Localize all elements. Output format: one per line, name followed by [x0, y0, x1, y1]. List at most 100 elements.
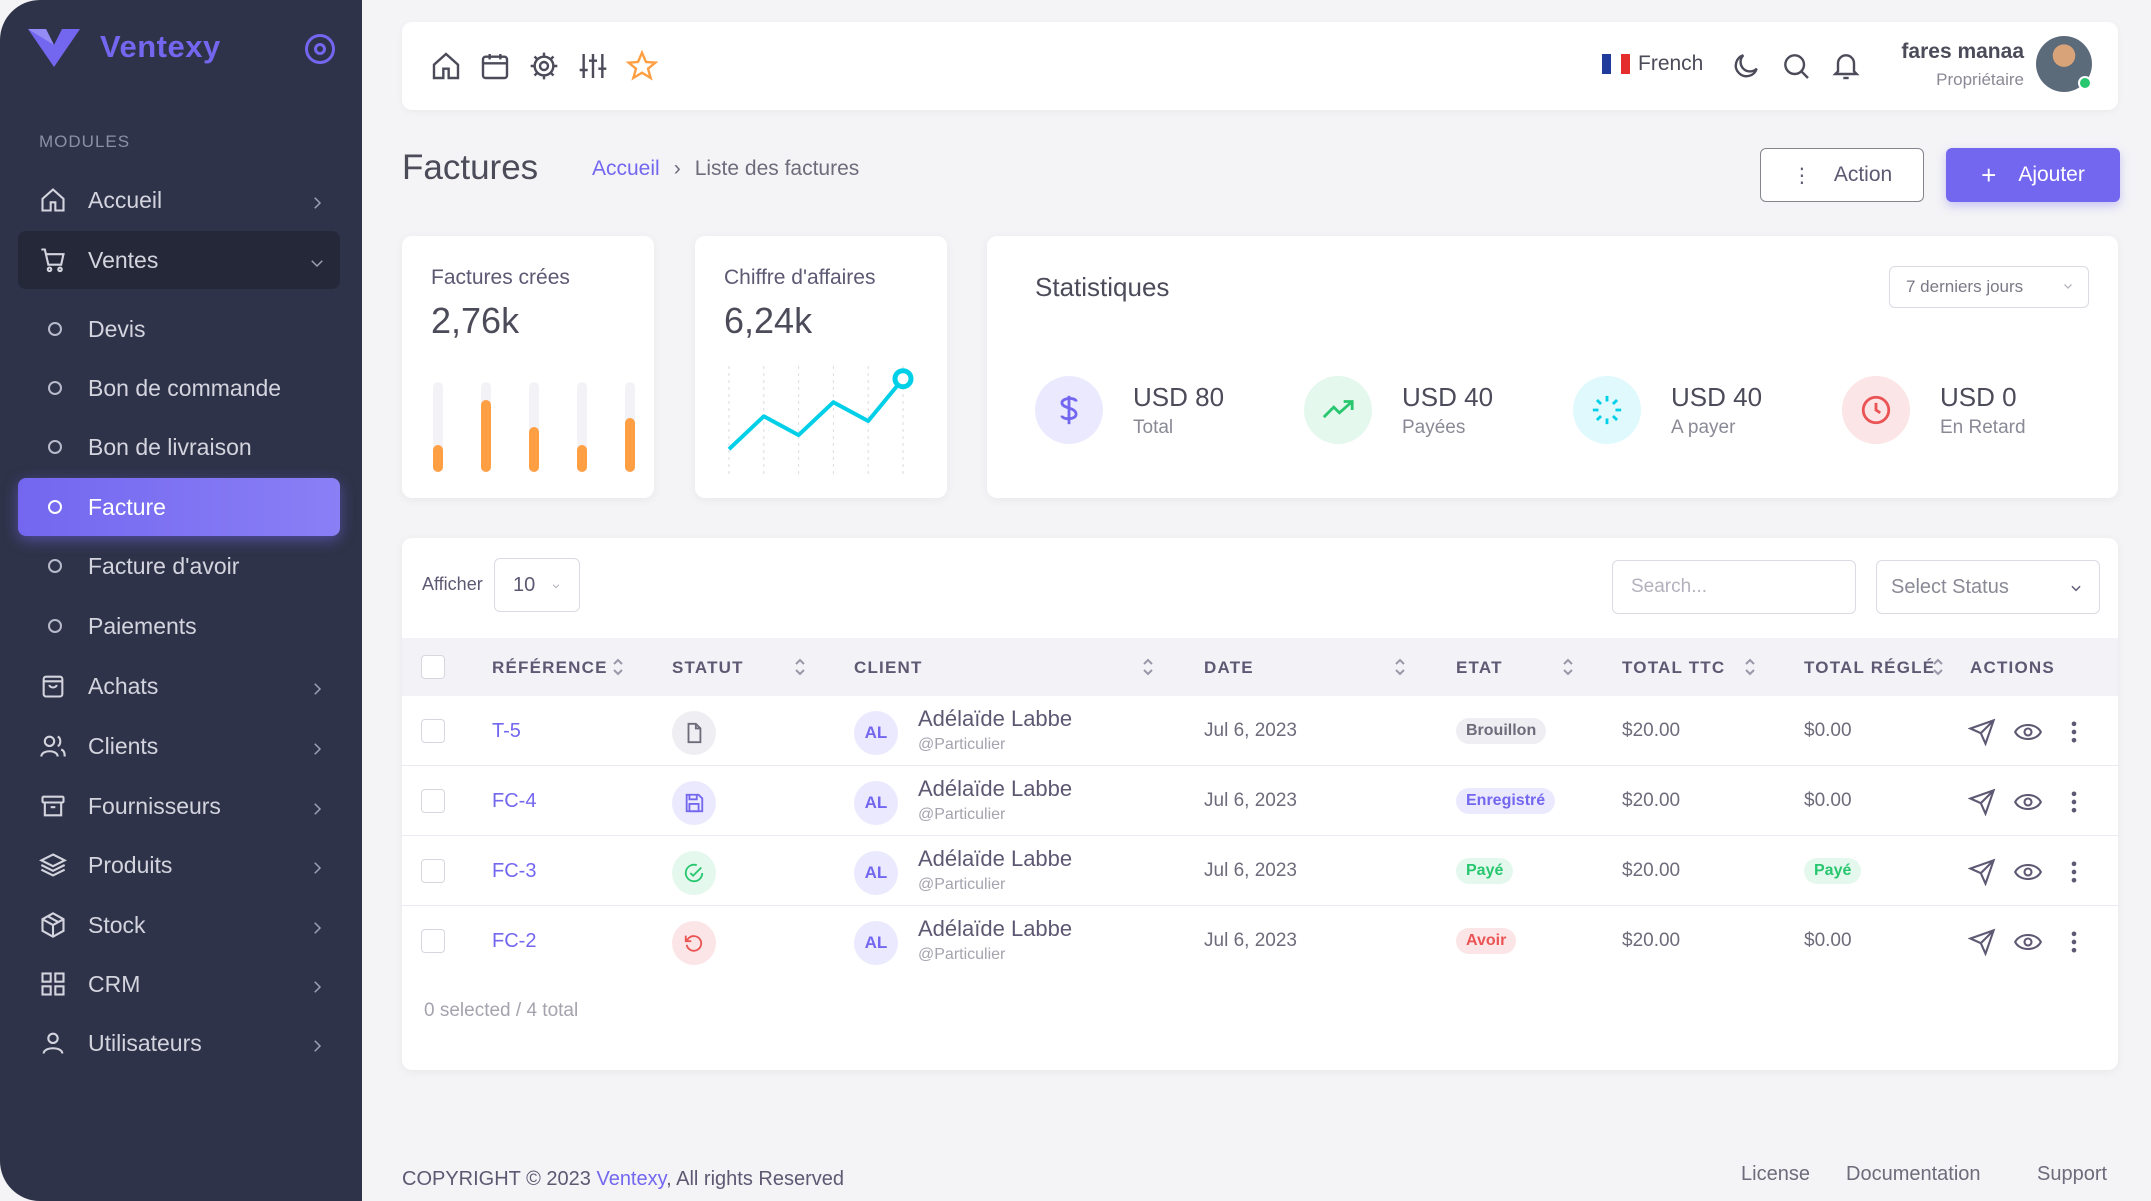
column-header-date[interactable]: DATE	[1204, 658, 1254, 677]
moon-icon[interactable]	[1730, 50, 1762, 82]
sort-icon[interactable]	[1744, 656, 1756, 678]
sidebar-item-stock[interactable]: Stock	[18, 896, 340, 954]
sidebar-item-utilisateurs[interactable]: Utilisateurs	[18, 1014, 340, 1072]
invoices-card-value: 2,76k	[431, 300, 520, 341]
avatar[interactable]	[2036, 36, 2092, 92]
sort-icon[interactable]	[1142, 656, 1154, 678]
revenue-line-point	[892, 368, 914, 390]
footer-link-support[interactable]: Support	[2037, 1163, 2108, 1185]
chevron-right-icon	[308, 677, 326, 695]
search-input[interactable]	[1612, 560, 1856, 614]
sort-icon[interactable]	[1562, 656, 1574, 678]
sidebar-item-fournisseurs[interactable]: Fournisseurs	[18, 777, 340, 835]
select-all-checkbox[interactable]	[421, 655, 445, 679]
sidebar-toggle-icon[interactable]	[305, 34, 335, 64]
eye-icon[interactable]	[2013, 788, 2043, 816]
invoice-reference-link[interactable]: FC-4	[492, 790, 537, 812]
sort-icon[interactable]	[794, 656, 806, 678]
column-header-total-regle[interactable]: TOTAL RÉGLÉ	[1804, 658, 1936, 677]
table-row[interactable]: FC-3 AL Adélaïde Labbe @Particulier Jul …	[402, 836, 2118, 906]
sidebar-item-ventes[interactable]: Ventes	[18, 231, 340, 289]
status-select[interactable]: Select Status	[1876, 560, 2100, 614]
package-icon	[38, 910, 68, 940]
bell-icon[interactable]	[1830, 50, 1862, 82]
sort-icon[interactable]	[612, 656, 624, 678]
row-checkbox[interactable]	[421, 929, 445, 953]
sidebar-subitem-facture[interactable]: Facture	[18, 478, 340, 536]
home-icon[interactable]	[430, 50, 462, 82]
period-select[interactable]: 7 derniers jours	[1889, 266, 2089, 308]
gear-icon[interactable]	[528, 50, 560, 82]
invoice-reference-link[interactable]: FC-3	[492, 860, 537, 882]
send-icon[interactable]	[1967, 788, 1996, 817]
send-icon[interactable]	[1967, 928, 1996, 957]
table-row[interactable]: T-5 AL Adélaïde Labbe @Particulier Jul 6…	[402, 696, 2118, 766]
sidebar-subitem-bon-de-commande[interactable]: Bon de commande	[18, 359, 340, 417]
column-header-total-ttc[interactable]: TOTAL TTC	[1622, 658, 1726, 677]
sliders-icon[interactable]	[577, 50, 609, 82]
stat-value: USD 0	[1940, 381, 2017, 412]
sidebar-item-clients[interactable]: Clients	[18, 717, 340, 775]
column-header-reference[interactable]: RÉFÉRENCE	[492, 658, 608, 677]
more-vertical-icon[interactable]	[2060, 858, 2088, 886]
column-header-status[interactable]: STATUT	[672, 658, 744, 677]
search-icon[interactable]	[1780, 50, 1812, 82]
table-row[interactable]: FC-2 AL Adélaïde Labbe @Particulier Jul …	[402, 906, 2118, 976]
footer-link-documentation[interactable]: Documentation	[1846, 1163, 1981, 1185]
more-vertical-icon[interactable]	[2060, 928, 2088, 956]
breadcrumb-home-link[interactable]: Accueil	[592, 157, 660, 180]
client-type: @Particulier	[918, 736, 1006, 753]
stat-value: USD 40	[1671, 381, 1763, 412]
calendar-icon[interactable]	[479, 50, 511, 82]
send-icon[interactable]	[1967, 718, 1996, 747]
eye-icon[interactable]	[2013, 718, 2043, 746]
row-checkbox[interactable]	[421, 789, 445, 813]
language-selector[interactable]: French	[1602, 52, 1703, 76]
sidebar-subitem-paiements[interactable]: Paiements	[18, 597, 340, 655]
sidebar-subitem-facture-avoir[interactable]: Facture d'avoir	[18, 537, 340, 595]
send-icon[interactable]	[1967, 858, 1996, 887]
add-button[interactable]: + Ajouter	[1946, 148, 2120, 202]
row-checkbox[interactable]	[421, 719, 445, 743]
eye-icon[interactable]	[2013, 928, 2043, 956]
client-type: @Particulier	[918, 946, 1006, 963]
stat-label: Total	[1133, 416, 1174, 438]
sidebar-item-produits[interactable]: Produits	[18, 836, 340, 894]
column-header-etat[interactable]: ETAT	[1456, 658, 1503, 677]
invoice-reference-link[interactable]: T-5	[492, 720, 521, 742]
sidebar-item-accueil[interactable]: Accueil	[18, 171, 340, 229]
page-size-select[interactable]: 10	[494, 558, 580, 612]
action-button[interactable]: ⋮ Action	[1760, 148, 1924, 202]
add-button-label: Ajouter	[2018, 163, 2085, 186]
sidebar-item-crm[interactable]: CRM	[18, 955, 340, 1013]
status-badge: Payé	[1456, 858, 1514, 884]
row-checkbox[interactable]	[421, 859, 445, 883]
more-vertical-icon[interactable]	[2060, 788, 2088, 816]
sidebar-item-achats[interactable]: Achats	[18, 657, 340, 715]
bar-track	[433, 382, 443, 472]
sidebar-subitem-devis[interactable]: Devis	[18, 300, 340, 358]
star-icon[interactable]	[625, 49, 659, 82]
user-role: Propriétaire	[1936, 70, 2024, 89]
column-header-actions: ACTIONS	[1970, 658, 2055, 677]
column-header-client[interactable]: CLIENT	[854, 658, 923, 677]
plus-icon: +	[1981, 159, 1997, 190]
stat-to-pay: USD 40 A payer	[1573, 376, 1762, 444]
brand[interactable]: Ventexy	[26, 22, 221, 72]
more-vertical-icon[interactable]	[2060, 718, 2088, 746]
user-name: fares manaa	[1901, 40, 2024, 63]
sidebar-item-label: CRM	[88, 970, 141, 997]
copyright-brand-link[interactable]: Ventexy	[596, 1168, 667, 1190]
table-row[interactable]: FC-4 AL Adélaïde Labbe @Particulier Jul …	[402, 766, 2118, 836]
user-icon	[38, 1028, 68, 1058]
footer-link-license[interactable]: License	[1741, 1163, 1810, 1185]
sort-icon[interactable]	[1932, 656, 1944, 678]
invoice-reference-link[interactable]: FC-2	[492, 930, 537, 952]
client-avatar: AL	[854, 711, 898, 755]
sort-icon[interactable]	[1394, 656, 1406, 678]
eye-icon[interactable]	[2013, 858, 2043, 886]
chevron-down-icon	[2064, 284, 2072, 289]
sidebar-subitem-bon-de-livraison[interactable]: Bon de livraison	[18, 418, 340, 476]
page-title: Factures	[402, 148, 539, 187]
invoice-date: Jul 6, 2023	[1204, 790, 1297, 811]
